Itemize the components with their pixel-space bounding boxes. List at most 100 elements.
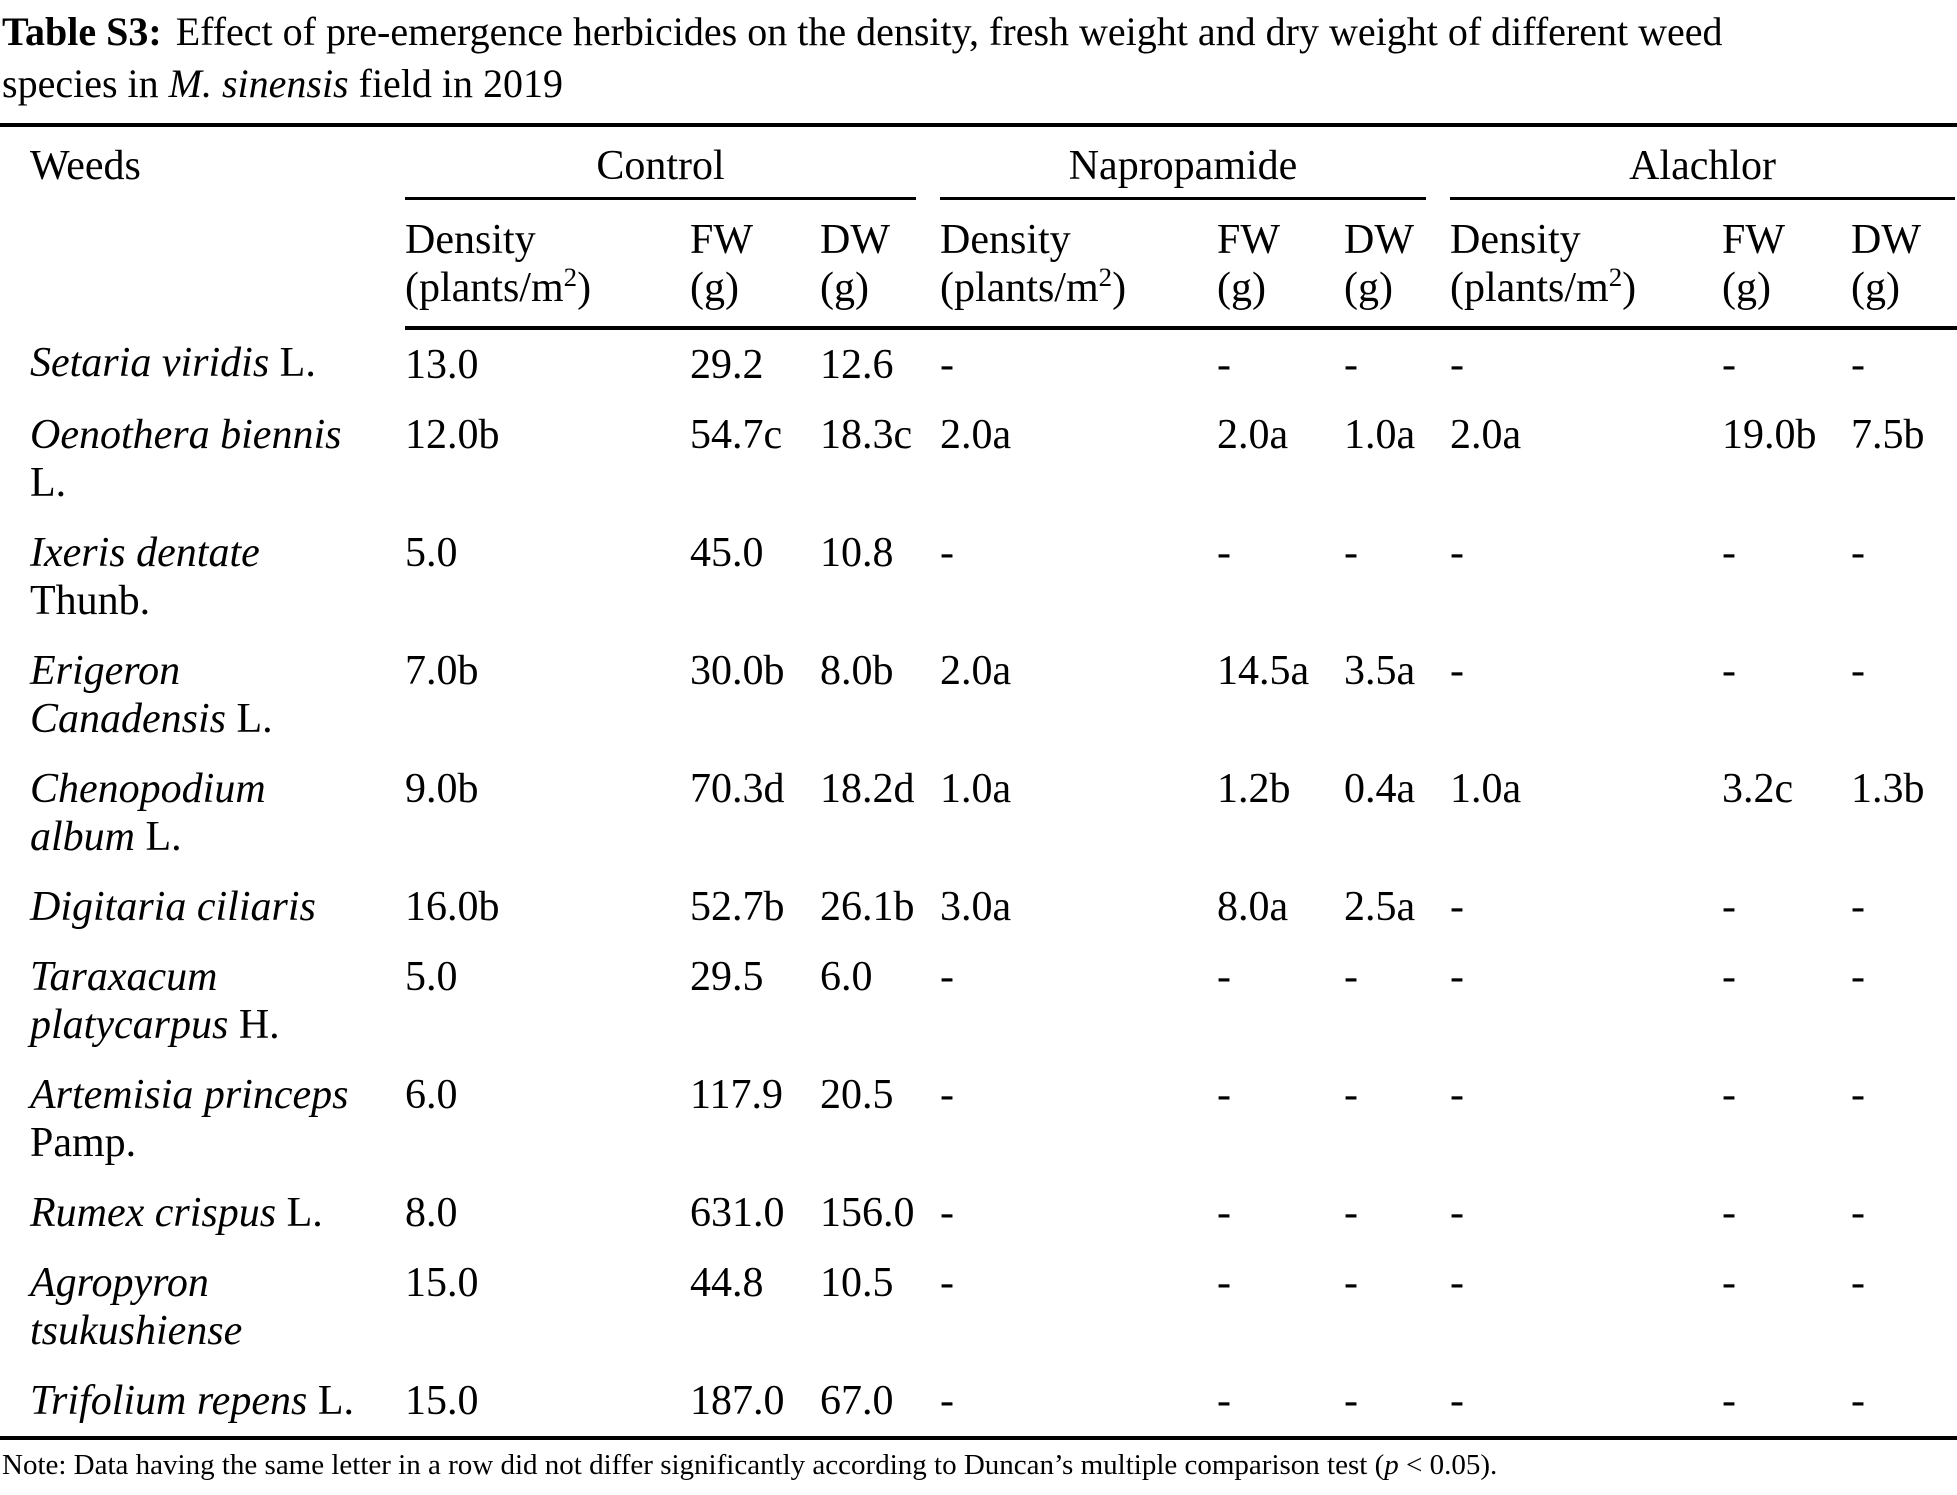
cell-control-fw: 54.7c — [690, 412, 783, 458]
sub-header-row: Density (plants/m2) FW (g) DW (g) Densit… — [0, 200, 1957, 330]
cell-alachlor-density: - — [1450, 1190, 1465, 1236]
napropamide-fw-header: FW (g) — [1217, 200, 1344, 330]
cell-napropamide-density: - — [940, 342, 954, 388]
group-header-alachlor: Alachlor — [1450, 125, 1957, 200]
cell-alachlor-dw: - — [1851, 884, 1866, 930]
alachlor-fw-header: FW (g) — [1722, 200, 1852, 330]
weed-species-cell: Ixeris dentate Thunb. — [0, 518, 405, 636]
control-density-header: Density (plants/m2) — [405, 200, 690, 330]
cell-alachlor-density: - — [1450, 530, 1465, 576]
cell-control-density: 13.0 — [405, 342, 479, 388]
table-row: Rumex crispus L. 8.0 631.0 156.0- - - - - - — [0, 1178, 1957, 1248]
table-row: Ixeris dentate Thunb. 5.0 45.0 10.8- - - - - - — [0, 518, 1957, 636]
cell-napropamide-density: 2.0a — [940, 412, 1012, 458]
cell-napropamide-fw: 8.0a — [1217, 884, 1289, 930]
cell-napropamide-density: 3.0a — [940, 884, 1012, 930]
cell-control-density: 15.0 — [405, 1260, 479, 1306]
cell-napropamide-fw: - — [1217, 530, 1231, 576]
cell-control-density: 16.0b — [405, 884, 500, 930]
cell-control-dw: 6.0 — [820, 954, 873, 1000]
cell-alachlor-fw: - — [1722, 954, 1737, 1000]
species-name-italic: Oenothera biennis — [30, 412, 342, 458]
cell-control-density: 7.0b — [405, 648, 479, 694]
cell-alachlor-dw: - — [1851, 648, 1866, 694]
cell-alachlor-density: 1.0a — [1450, 766, 1522, 812]
cell-alachlor-density: - — [1450, 648, 1465, 694]
density-unit: (plants/m2) — [940, 262, 1127, 311]
cell-control-fw: 30.0b — [690, 648, 785, 694]
cell-alachlor-dw: - — [1851, 342, 1866, 388]
weed-species-cell: Trifolium repens L. — [0, 1366, 405, 1438]
table-title-species-italic: M. sinensis — [168, 61, 349, 106]
cell-control-dw: 10.5 — [820, 1260, 894, 1306]
species-name-italic: Rumex crispus — [30, 1190, 277, 1236]
cell-alachlor-density: 2.0a — [1450, 412, 1522, 458]
species-authority: Thunb. — [30, 578, 151, 624]
cell-napropamide-density: - — [940, 1260, 954, 1306]
cell-control-density: 5.0 — [405, 530, 458, 576]
cell-control-dw: 10.8 — [820, 530, 894, 576]
species-name-italic: Digitaria ciliaris — [30, 884, 316, 930]
cell-napropamide-fw: - — [1217, 342, 1231, 388]
cell-napropamide-fw: - — [1217, 1378, 1231, 1424]
cell-control-dw: 8.0b — [820, 648, 894, 694]
table-body: Setaria viridis L. 13.0 29.2 12.6- - - - - - Oeno… — [0, 328, 1957, 1438]
cell-alachlor-fw: 19.0b — [1722, 412, 1817, 458]
cell-control-density: 12.0b — [405, 412, 500, 458]
table-row: Erigeron Canadensis L. 7.0b 30.0b 8.0b 2.0a 1… — [0, 636, 1957, 754]
cell-napropamide-dw: 1.0a — [1344, 412, 1416, 458]
weeds-column-header: Weeds — [30, 143, 141, 189]
cell-napropamide-dw: - — [1344, 954, 1358, 1000]
weed-species-cell: Digitaria ciliaris — [0, 872, 405, 942]
group-label-control: Control — [405, 141, 916, 200]
species-name-italic: Chenopodium album — [30, 766, 266, 860]
cell-alachlor-dw: - — [1851, 1378, 1866, 1424]
cell-control-fw: 44.8 — [690, 1260, 764, 1306]
cell-napropamide-density: - — [940, 954, 954, 1000]
table-row: Artemisia princeps Pamp. 6.0 117.9 20.5- - - -… — [0, 1060, 1957, 1178]
cell-control-fw: 631.0 — [690, 1190, 785, 1236]
cell-control-dw: 18.3c — [820, 412, 913, 458]
cell-alachlor-density: - — [1450, 884, 1465, 930]
cell-napropamide-dw: - — [1344, 530, 1358, 576]
cell-napropamide-fw: 2.0a — [1217, 412, 1289, 458]
weed-species-cell: Setaria viridis L. — [0, 328, 405, 400]
species-name-italic: Agropyron tsukushiense — [30, 1260, 243, 1354]
alachlor-density-header: Density (plants/m2) — [1450, 200, 1723, 330]
species-name-italic: Trifolium repens — [30, 1378, 308, 1424]
species-authority: L. — [279, 340, 316, 386]
cell-control-dw: 12.6 — [820, 342, 894, 388]
cell-control-fw: 117.9 — [690, 1072, 783, 1118]
cell-control-dw: 67.0 — [820, 1378, 894, 1424]
species-authority: Pamp. — [30, 1120, 137, 1166]
species-authority: L. — [286, 1190, 323, 1236]
cell-napropamide-fw: - — [1217, 1190, 1231, 1236]
cell-napropamide-fw: - — [1217, 1260, 1231, 1306]
cell-control-dw: 156.0 — [820, 1190, 915, 1236]
weed-species-cell: Artemisia princeps Pamp. — [0, 1060, 405, 1178]
cell-napropamide-fw: - — [1217, 954, 1231, 1000]
table-title-line2-prefix: species in — [2, 61, 169, 106]
cell-alachlor-dw: 1.3b — [1851, 766, 1925, 812]
cell-control-density: 5.0 — [405, 954, 458, 1000]
cell-alachlor-dw: 7.5b — [1851, 412, 1925, 458]
dw-label: DW — [1344, 217, 1414, 263]
cell-napropamide-dw: - — [1344, 1190, 1358, 1236]
dw-unit: (g) — [1344, 265, 1393, 311]
species-name-italic: Artemisia princeps — [30, 1072, 349, 1118]
table-footnote: Note: Data having the same letter in a r… — [2, 1447, 1957, 1483]
footnote-tail: < 0.05). — [1398, 1449, 1498, 1481]
table-title-label: Table S3: — [2, 9, 162, 54]
napropamide-dw-header: DW (g) — [1344, 200, 1451, 330]
cell-napropamide-dw: - — [1344, 1072, 1358, 1118]
cell-alachlor-dw: - — [1851, 1072, 1866, 1118]
cell-alachlor-density: - — [1450, 954, 1465, 1000]
cell-control-dw: 20.5 — [820, 1072, 894, 1118]
cell-control-fw: 29.2 — [690, 342, 764, 388]
species-authority: H. — [238, 1002, 280, 1048]
control-dw-header: DW (g) — [820, 200, 940, 330]
cell-alachlor-fw: - — [1722, 884, 1737, 930]
cell-napropamide-dw: - — [1344, 1378, 1358, 1424]
cell-alachlor-dw: - — [1851, 1190, 1866, 1236]
